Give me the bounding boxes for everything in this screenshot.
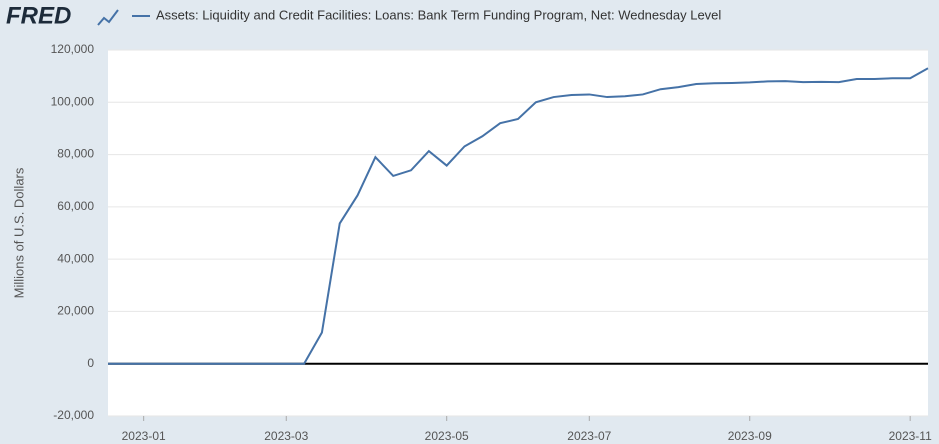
y-tick-label: 20,000 — [57, 304, 94, 318]
data-line — [108, 67, 929, 365]
x-tick-label: 2023-05 — [425, 429, 469, 443]
y-tick-label: 40,000 — [57, 251, 94, 265]
legend-label: Assets: Liquidity and Credit Facilities:… — [156, 7, 721, 22]
logo: FRED — [6, 2, 71, 29]
y-tick-label: 120,000 — [51, 42, 95, 56]
x-tick-label: 2023-11 — [889, 429, 932, 443]
x-tick-label: 2023-01 — [122, 429, 166, 443]
logo-icon — [97, 9, 119, 26]
plot-area — [108, 50, 928, 416]
x-tick-label: 2023-09 — [728, 429, 772, 443]
y-tick-label: 80,000 — [57, 147, 94, 161]
y-tick-label: 0 — [87, 356, 94, 370]
y-tick-label: 100,000 — [51, 94, 95, 108]
y-tick-label: 60,000 — [57, 199, 94, 213]
y-tick-label: -20,000 — [53, 408, 94, 422]
y-axis-label: Millions of U.S. Dollars — [11, 167, 26, 298]
x-tick-label: 2023-07 — [567, 429, 611, 443]
x-tick-label: 2023-03 — [264, 429, 308, 443]
